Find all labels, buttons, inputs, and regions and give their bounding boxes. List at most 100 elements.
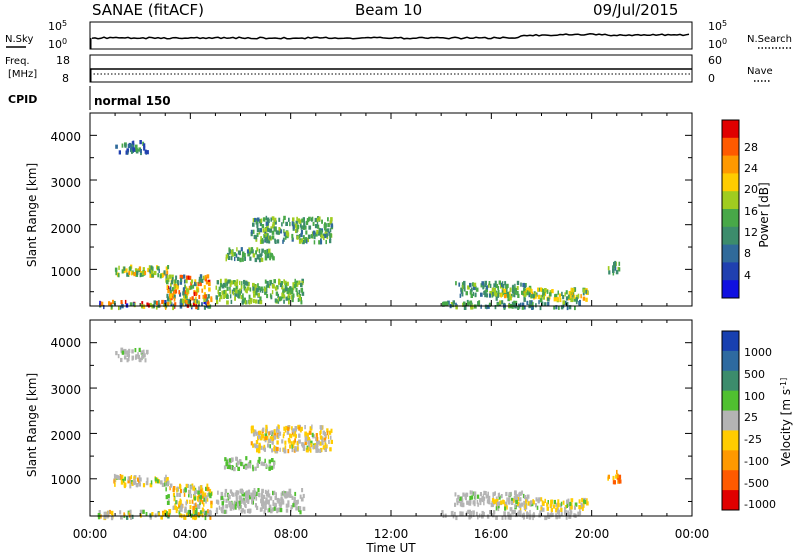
power-data-cell [255,291,258,296]
velocity-data-cell [274,446,277,451]
velocity-data-cell [120,515,123,520]
power-data-cell [461,282,464,287]
velocity-data-cell [567,511,570,516]
velocity-data-cell [131,355,134,360]
velocity-data-cell [311,424,313,429]
velocity-data-cell [166,477,169,482]
power-colorbar-frame [721,119,740,299]
power-cb-tick-4: 4 [744,269,751,282]
velocity-data-cell [142,354,145,359]
power-data-cell [494,280,497,285]
power-colorbar-swatch [722,244,739,263]
velocity-colorbar: 1000 500 100 25 -25 -100 -500 -1000 Velo… [721,330,793,511]
power-y-axis-label: Slant Range [km] [25,163,39,267]
power-data-cell [150,265,153,270]
power-data-cell [557,290,559,295]
velocity-data-cell [496,498,499,504]
velocity-data-cell [229,489,233,494]
velocity-data-cell [307,437,310,442]
velocity-data-cell [245,494,248,499]
velocity-data-cell [241,492,244,497]
velocity-data-cell [127,479,131,484]
power-data-cell [285,231,289,236]
velocity-data-cell [126,352,130,357]
power-data-cell [255,250,257,255]
velocity-data-cell [301,488,304,493]
velocity-data-cell [130,475,133,480]
velocity-data-cell [263,510,266,515]
power-data-cell [246,249,249,254]
power-data-cell [173,285,176,290]
velocity-data-cell [176,492,179,497]
velocity-data-cell [262,461,266,467]
power-data-cell [174,302,177,307]
velocity-data-cell [523,503,526,508]
power-y-tick-4000: 4000 [50,130,81,144]
velocity-data-cell [560,512,563,517]
velocity-data-cell [205,495,208,500]
velocity-data-cell [466,500,468,505]
power-data-cell [240,247,243,252]
power-colorbar: 28 24 20 16 12 8 4 Power [dB] [721,119,771,299]
power-colorbar-swatch [722,226,739,245]
velocity-data-cell [458,498,461,504]
velocity-cb-tick-neg500: -500 [744,477,769,490]
velocity-data-cell [262,427,265,432]
velocity-data-cell [292,440,296,445]
velocity-data-cell [319,441,322,446]
power-data-cell [166,284,169,290]
velocity-data-cell [511,500,514,505]
velocity-data-cell [514,503,516,508]
power-data-cell [199,274,203,279]
power-data-cell [115,144,118,149]
velocity-data-cell [222,509,225,514]
velocity-data-cell [166,500,170,505]
power-data-cell [516,280,520,285]
velocity-data-cell [247,489,251,494]
velocity-data-cell [243,492,246,497]
power-data-cell [318,216,321,221]
velocity-data-cell [195,489,198,494]
velocity-data-cell [283,490,285,495]
power-data-cell [118,150,121,155]
power-data-cell [291,233,294,239]
velocity-data-cell [235,494,238,499]
power-data-cell [442,302,445,307]
power-data-cell [312,221,315,226]
velocity-data-cell [200,485,203,490]
power-data-cell [226,294,229,299]
velocity-data-cell [570,498,574,503]
power-data-cell [570,290,573,295]
velocity-y-tick-2000: 2000 [50,429,81,443]
velocity-data-cell [98,510,101,515]
velocity-data-cell [578,505,581,510]
power-data-cell [200,278,204,283]
velocity-data-cell [273,445,276,450]
power-data-cell [316,224,320,229]
power-data-cell [537,287,541,292]
power-data-cell [261,239,263,244]
velocity-data-cell [468,501,472,506]
power-colorbar-swatch [722,191,739,210]
velocity-data-cell [324,433,327,438]
power-data-cell [542,290,545,295]
velocity-data-cell [467,500,469,505]
power-colorbar-swatch [722,280,739,299]
velocity-data-cell [193,496,197,501]
velocity-data-cell [586,498,588,503]
velocity-data-cell [265,463,268,468]
power-data-cell [241,257,244,262]
power-data-cell [553,305,556,310]
power-data-cell [294,223,297,228]
velocity-data-cell [522,493,525,499]
velocity-data-cell [451,510,454,516]
velocity-data-cell [330,428,333,433]
velocity-data-cell [199,497,202,502]
power-data-cell [285,282,288,287]
power-data-cell [182,291,185,296]
power-data-cell [529,300,532,305]
velocity-data-cell [498,492,500,497]
power-data-cell [274,298,277,303]
power-data-cell [300,229,303,235]
power-data-cell [243,253,246,258]
